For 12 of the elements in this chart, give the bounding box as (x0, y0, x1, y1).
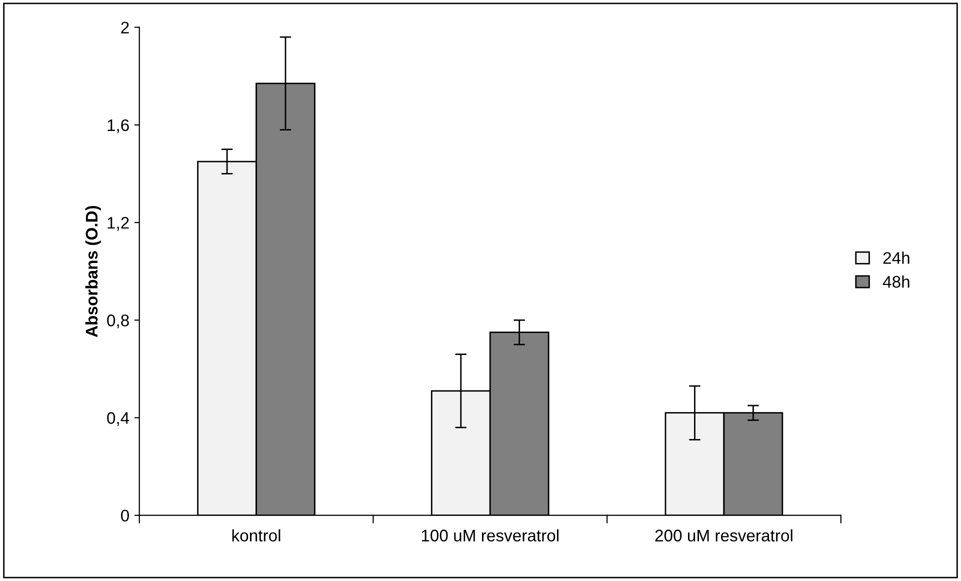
y-tick-label: 1,2 (108, 216, 129, 231)
legend-label: 48h (882, 275, 910, 288)
y-tick-label: 0,8 (107, 314, 129, 328)
y-tick-label: 2 (121, 22, 129, 34)
y-axis-title: Absorbans (O.D) (85, 206, 101, 338)
x-tick-label: 100 uM resveratrol (422, 529, 558, 542)
legend-label: 24h (883, 252, 910, 264)
y-tick-label: 0,4 (107, 412, 130, 426)
y-tick-label: 0 (121, 510, 129, 522)
x-tick-label: 200 uM resveratrol (655, 529, 792, 542)
y-tick-label: 1,6 (108, 119, 129, 134)
x-tick-label: kontrol (232, 529, 280, 542)
